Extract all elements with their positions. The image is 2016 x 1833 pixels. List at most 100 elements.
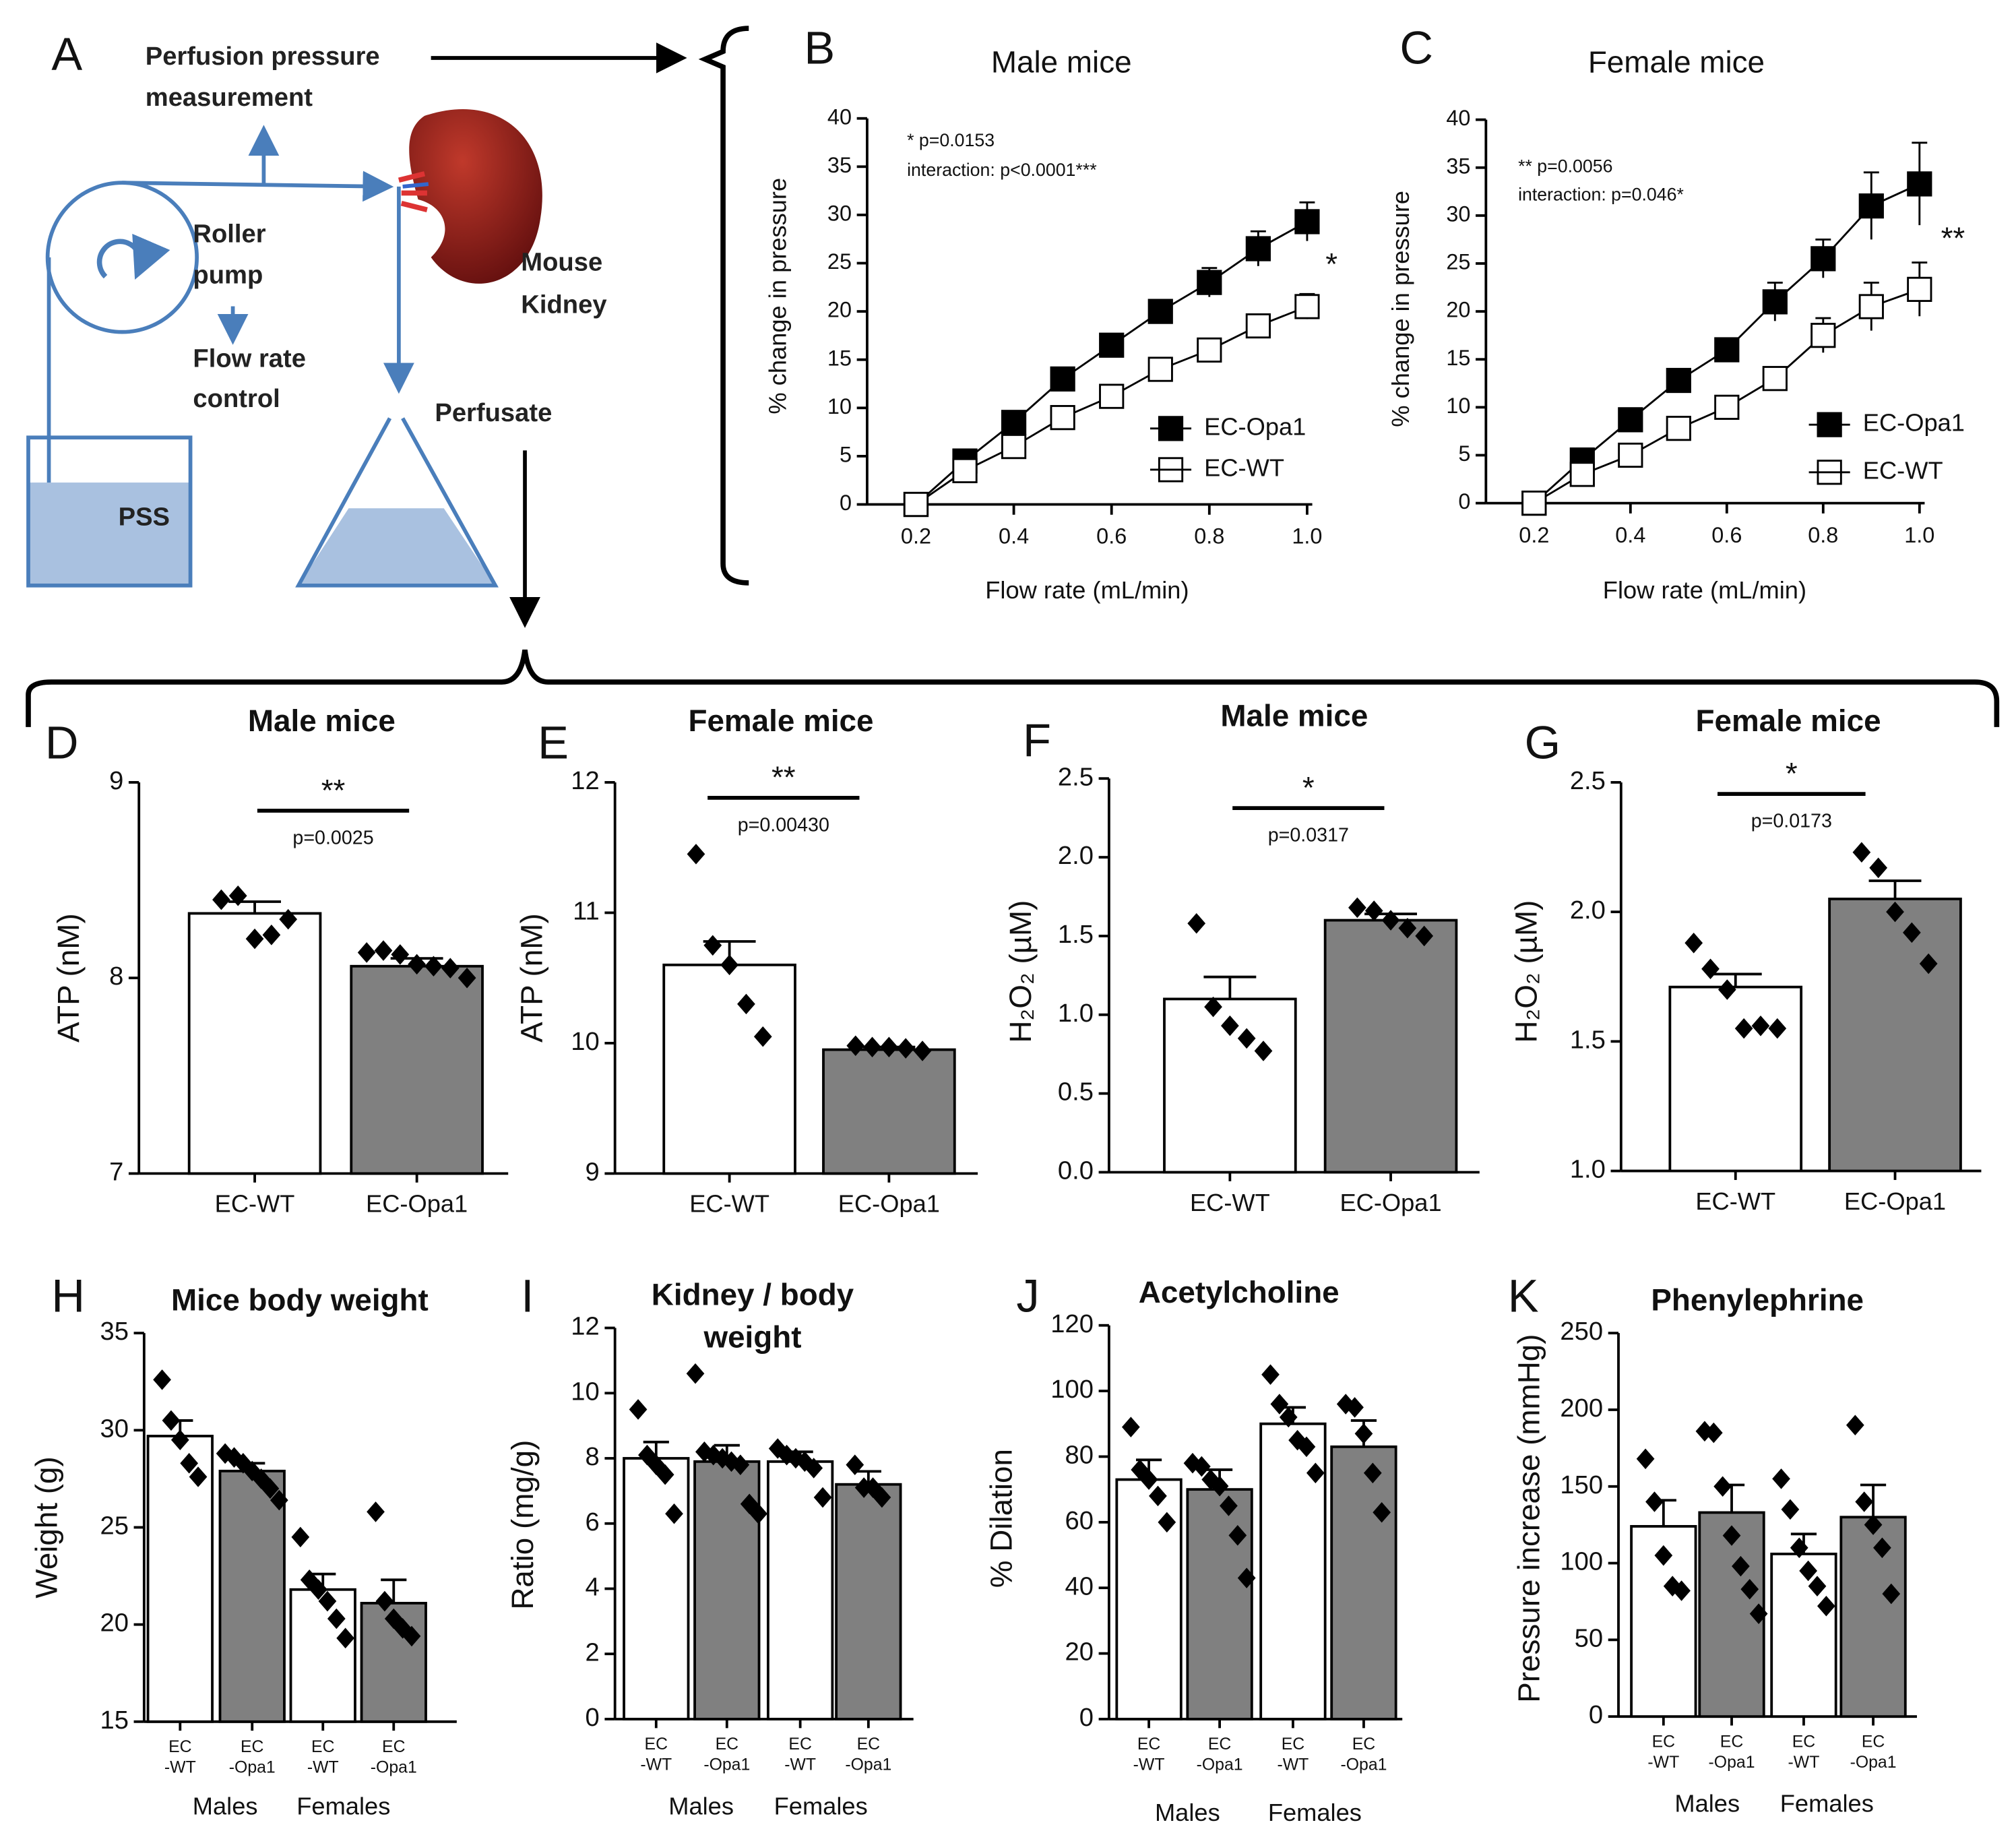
y-tick-label: 15: [827, 346, 852, 370]
y-tick-label: 30: [827, 201, 852, 225]
x-tick-label: EC -WT: [307, 1738, 339, 1777]
marker: [1666, 367, 1691, 394]
bracket: [698, 26, 749, 586]
marker: [1907, 171, 1932, 197]
data-point: [1713, 1476, 1732, 1497]
group-label: Males: [193, 1792, 258, 1820]
chart-title: Male mice: [991, 45, 1132, 80]
y-axis-label: ATP (nM): [515, 913, 549, 1043]
x-tick-label: EC-Opa1: [371, 1738, 417, 1777]
x-tick-label: EC -WT: [1788, 1733, 1820, 1772]
y-tick-label: 20: [827, 298, 852, 322]
y-tick-label: 35: [100, 1317, 128, 1346]
data-point: [1799, 1560, 1818, 1582]
data-point: [162, 1410, 181, 1431]
group-label: Females: [1268, 1799, 1362, 1826]
y-tick-label: 50: [1575, 1623, 1603, 1652]
flask-fluid: [298, 508, 496, 586]
bar: [289, 1588, 356, 1723]
y-tick-label: 120: [1050, 1309, 1094, 1338]
marker: [1714, 394, 1740, 420]
panel-letter: H: [51, 1270, 85, 1322]
data-point: [1869, 857, 1888, 879]
group-label: Females: [296, 1792, 390, 1820]
bar: [623, 1457, 690, 1720]
y-tick-label: 2.0: [1058, 841, 1094, 870]
y-tick-label: 0: [840, 491, 852, 515]
x-tick-label: EC -WT: [1647, 1733, 1679, 1772]
marker: [952, 458, 978, 484]
data-point: [1740, 1578, 1759, 1600]
marker: [1762, 366, 1788, 392]
x-tick-line: EC: [1792, 1733, 1815, 1751]
data-point: [629, 1399, 648, 1420]
marker: [1762, 289, 1788, 315]
pump: [45, 181, 199, 334]
data-point: [1221, 1015, 1239, 1036]
y-axis-label: % change in pressure: [1387, 191, 1414, 427]
significance: *: [1325, 247, 1337, 281]
x-tick-line: EC: [1862, 1733, 1885, 1751]
data-point: [374, 940, 393, 961]
x-tick-label: EC-Opa1: [845, 1735, 891, 1774]
data-point: [1373, 1501, 1391, 1523]
y-tick-label: 2.5: [1570, 766, 1606, 795]
y-tick-label: 5: [840, 442, 852, 466]
marker: [1666, 416, 1691, 441]
chart-title: Acetylcholine: [1139, 1275, 1340, 1309]
data-point: [1306, 1462, 1325, 1484]
panel-letter: D: [45, 717, 79, 769]
y-tick-label: 25: [1446, 250, 1470, 274]
y-axis-label: % change in pressure: [764, 178, 792, 414]
data-point: [1684, 933, 1703, 954]
pss-label: PSS: [119, 503, 170, 532]
data-point: [1751, 1016, 1770, 1036]
y-tick-label: 0.0: [1058, 1156, 1094, 1185]
panel-letter: J: [1016, 1270, 1039, 1322]
data-point: [1919, 953, 1938, 974]
legend-label: EC-WT: [1863, 456, 1943, 484]
x-tick-label: 0.6: [1096, 524, 1127, 549]
x-tick-label: EC-Opa1: [366, 1190, 468, 1218]
bar: [822, 1048, 956, 1175]
tube: [122, 170, 394, 202]
x-tick-line: -Opa1: [1709, 1753, 1755, 1771]
x-tick-line: EC: [1208, 1735, 1231, 1753]
data-point: [813, 1487, 832, 1508]
x-tick-label: 0.2: [901, 524, 931, 549]
x-tick-line: EC: [168, 1738, 191, 1756]
x-tick-line: EC: [1720, 1733, 1743, 1751]
y-tick-label: 0: [1589, 1700, 1603, 1729]
bar: [350, 964, 484, 1175]
x-tick-label: 0.8: [1194, 524, 1224, 549]
data-point: [1363, 1462, 1382, 1484]
y-tick-label: 25: [100, 1512, 128, 1541]
chart-title: Female mice: [1588, 45, 1765, 80]
x-tick-label: EC-Opa1: [229, 1738, 276, 1777]
group-label: Males: [668, 1792, 734, 1820]
marker: [1050, 366, 1075, 392]
marker: [1197, 337, 1222, 363]
marker: [1197, 270, 1222, 295]
x-tick-label: EC -WT: [1278, 1735, 1309, 1774]
data-point: [846, 1035, 865, 1057]
y-axis-label: Weight (g): [30, 1456, 64, 1598]
x-tick-label: EC-Opa1: [703, 1735, 750, 1774]
x-tick-line: -WT: [1133, 1756, 1165, 1774]
y-tick-label: 35: [1446, 154, 1470, 178]
x-tick-label: EC -Opa1: [1709, 1733, 1755, 1772]
group-label: Females: [1780, 1789, 1874, 1817]
data-point: [212, 889, 230, 910]
marker: [1245, 236, 1271, 261]
y-tick-label: 1.5: [1570, 1025, 1606, 1054]
x-tick-label: EC-Opa1: [1197, 1735, 1243, 1774]
x-tick-label: EC-Opa1: [1340, 1735, 1387, 1774]
marker: [1294, 209, 1320, 235]
data-point: [1722, 1525, 1741, 1546]
x-tick-label: EC -WT: [784, 1735, 816, 1774]
marker: [1618, 442, 1643, 468]
chart-title: Female mice: [1696, 704, 1881, 738]
y-tick-label: 2: [586, 1638, 600, 1667]
legend-label: EC-WT: [1204, 454, 1284, 482]
pss-beaker: [26, 435, 193, 588]
